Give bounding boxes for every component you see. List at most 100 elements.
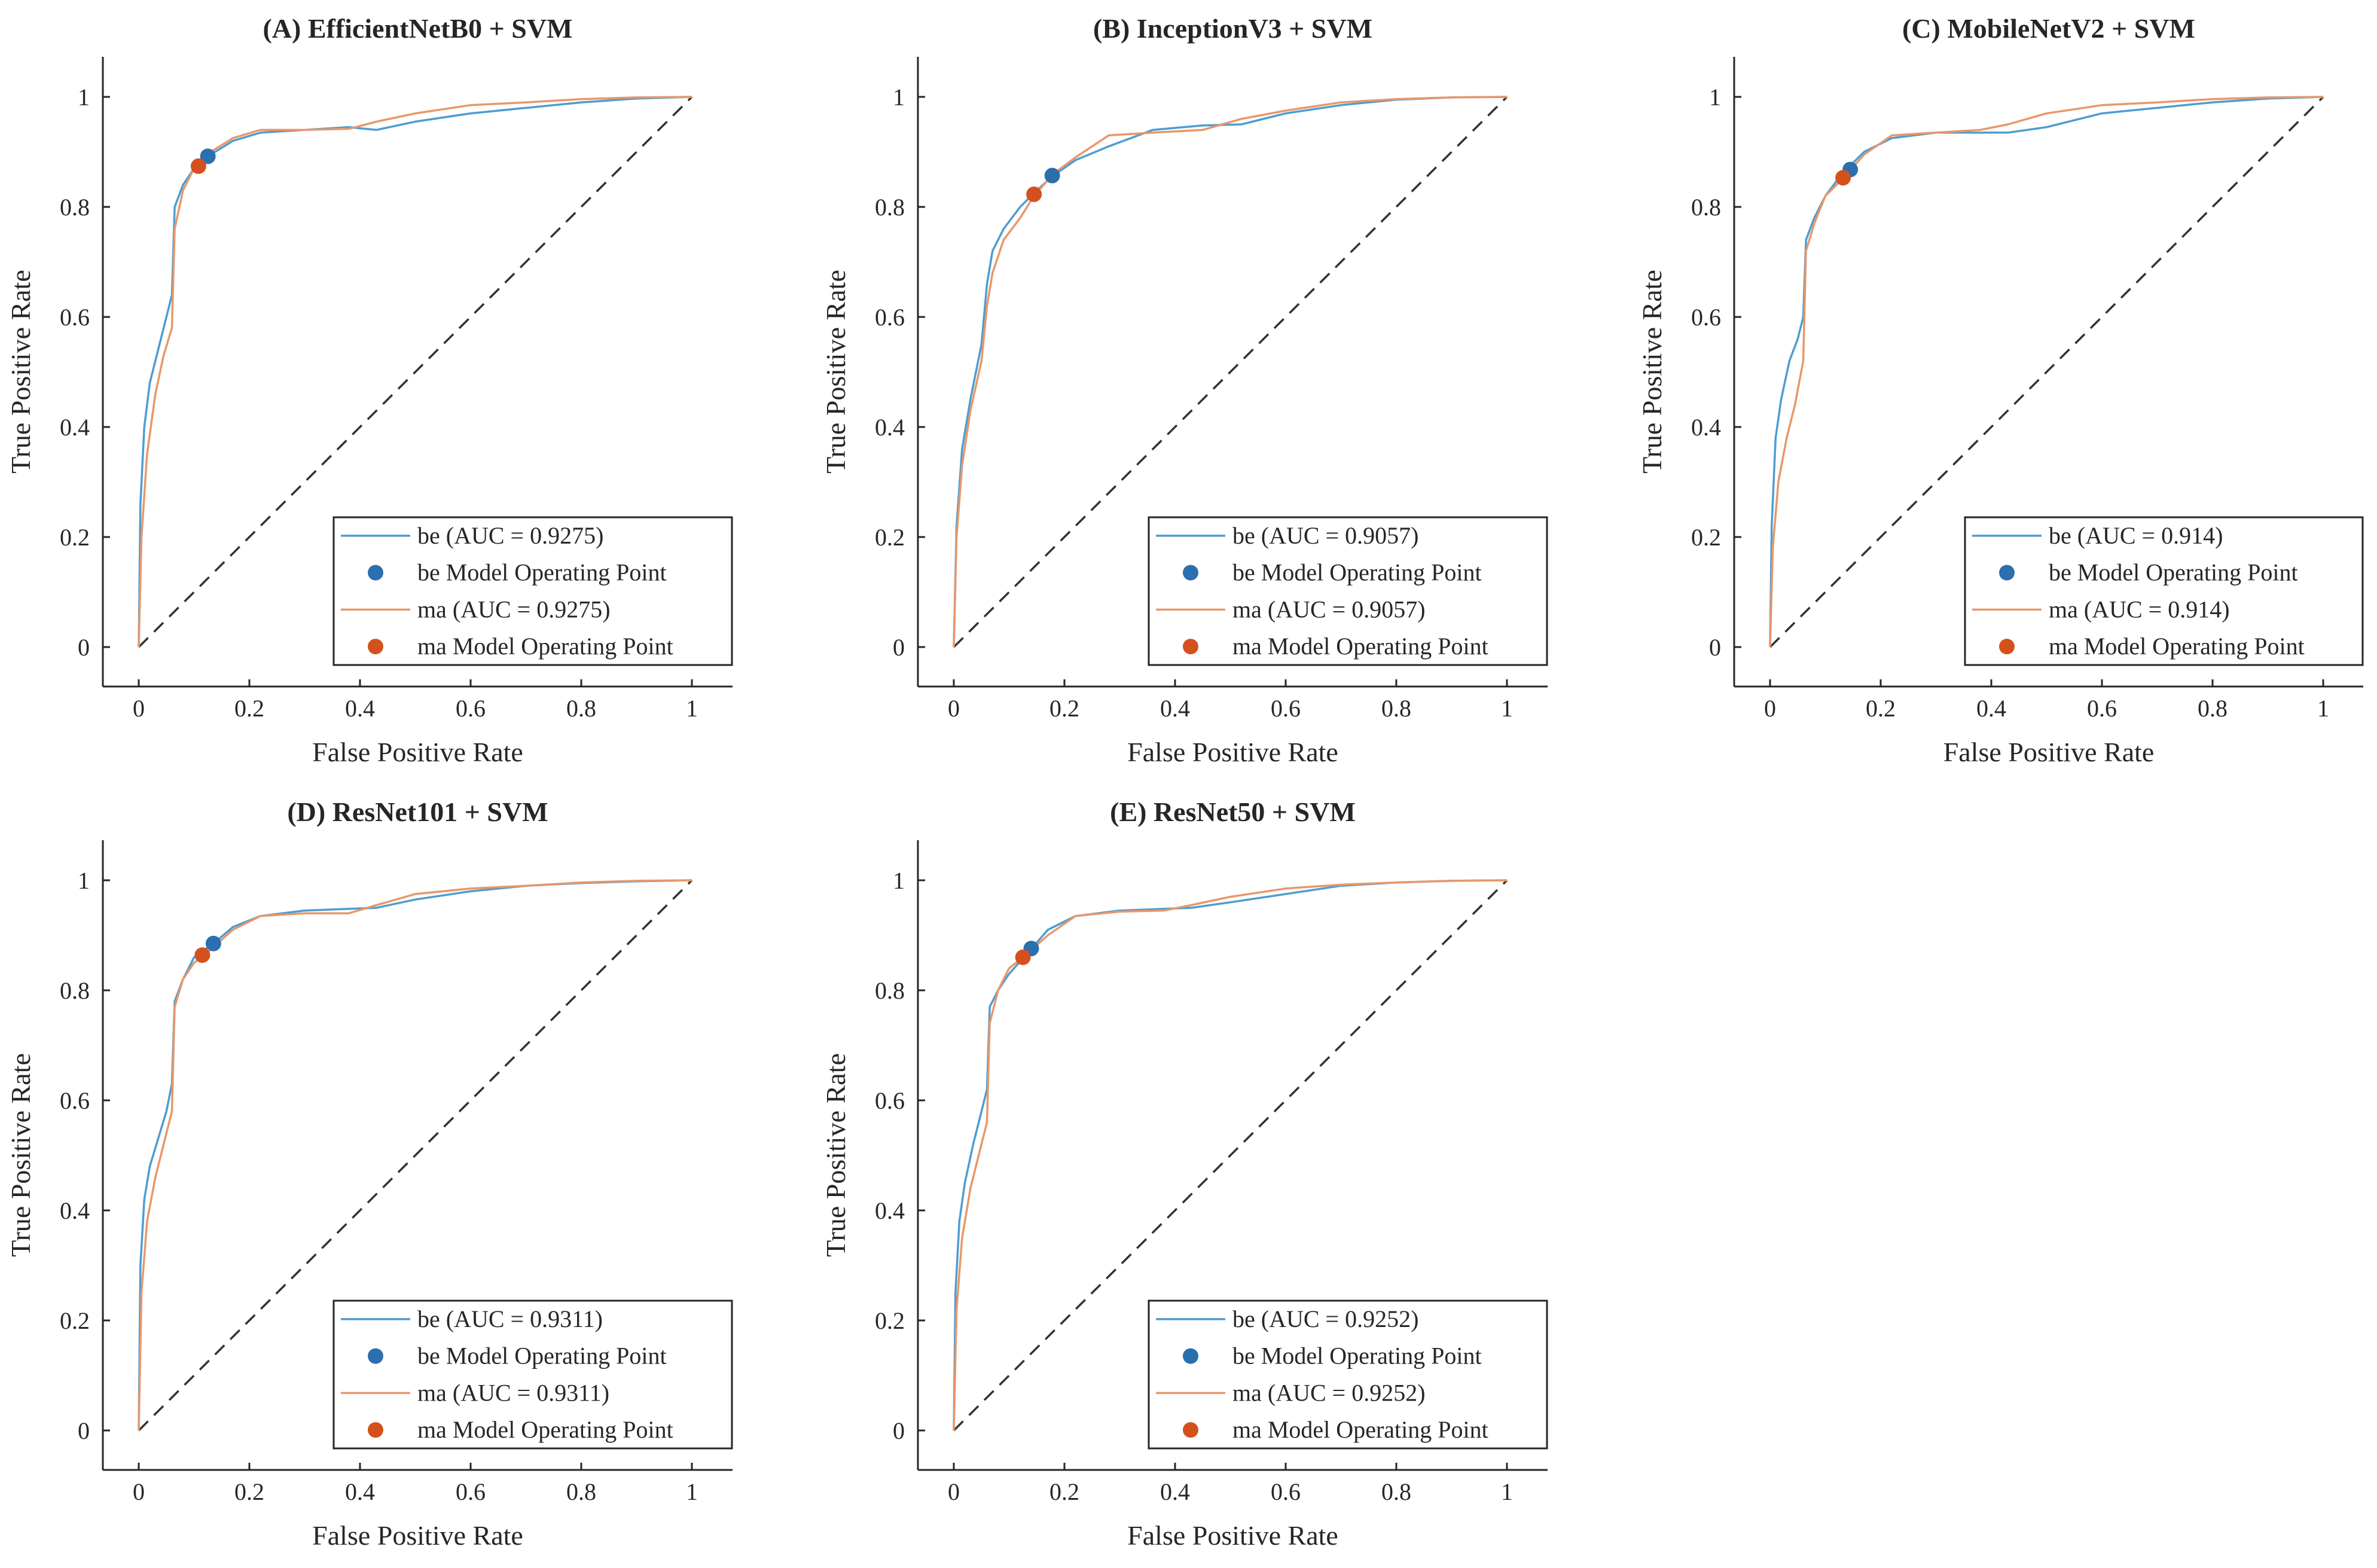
x-tick-label: 0.2 <box>1866 695 1896 722</box>
legend-box <box>1148 1299 1548 1450</box>
panel-title: (C) MobileNetV2 + SVM <box>1902 13 2195 44</box>
legend-box <box>332 516 733 666</box>
y-axis-label: True Positive Rate <box>820 270 851 474</box>
ma-operating-point <box>1015 949 1031 965</box>
x-tick-label: 1 <box>686 1478 698 1505</box>
x-tick-label: 0 <box>133 1478 145 1505</box>
legend-swatch-be-point <box>1183 565 1198 581</box>
legend-entry: be (AUC = 0.914) <box>2049 522 2223 549</box>
chart-panel-e: (E) ResNet50 + SVM 0 0.2 0.4 0.6 0.8 1 0 0.2 0.4 0… <box>820 797 1548 1551</box>
y-tick-label: 0.6 <box>60 304 90 331</box>
x-tick-label: 0.6 <box>2087 695 2117 722</box>
x-tick-label: 0 <box>948 1478 960 1505</box>
ma-operating-point <box>1026 186 1042 202</box>
x-axis-label: False Positive Rate <box>312 1520 523 1551</box>
x-tick-label: 0.8 <box>566 695 596 722</box>
y-tick-label: 0 <box>78 1417 90 1444</box>
panel-title: (A) EfficientNetB0 + SVM <box>263 13 572 44</box>
panel-title: (E) ResNet50 + SVM <box>1110 797 1356 827</box>
chance-diagonal <box>138 879 693 1432</box>
x-tick-label: 0.6 <box>456 1478 486 1505</box>
y-axis-label: True Positive Rate <box>5 1053 36 1257</box>
x-tick-label: 0 <box>1764 695 1776 722</box>
x-tick-label: 0.4 <box>345 695 375 722</box>
panel-title: (B) InceptionV3 + SVM <box>1093 13 1372 44</box>
be-operating-point <box>200 148 216 164</box>
legend-swatch-be-point <box>368 565 383 581</box>
x-tick-label: 0.8 <box>2198 695 2228 722</box>
x-tick-label: 0 <box>948 695 960 722</box>
y-tick-label: 1 <box>78 84 90 111</box>
x-tick-label: 0.4 <box>1976 695 2006 722</box>
legend-entry: ma (AUC = 0.9275) <box>417 596 611 623</box>
legend-entry: be (AUC = 0.9057) <box>1232 522 1418 549</box>
ma-operating-point <box>190 158 206 174</box>
legend-entry: be (AUC = 0.9311) <box>417 1305 603 1332</box>
y-axis-label: True Positive Rate <box>820 1053 851 1257</box>
roc-curve-ma <box>138 96 692 648</box>
roc-curve-be <box>138 879 692 1431</box>
x-tick-label: 0.6 <box>1271 1478 1301 1505</box>
roc-curve-ma <box>953 879 1508 1431</box>
x-tick-label: 0.4 <box>345 1478 375 1505</box>
y-tick-label: 0 <box>893 1417 905 1444</box>
y-tick-label: 0.8 <box>1691 194 1721 221</box>
x-axis-label: False Positive Rate <box>1127 1520 1338 1551</box>
legend-entry: ma (AUC = 0.9252) <box>1232 1379 1426 1406</box>
chart-panel-a: (A) EfficientNetB0 + SVM 0 0.2 0.4 0.6 0.8 1 0 0… <box>5 13 733 767</box>
legend-swatch-ma-point <box>1183 639 1198 655</box>
legend-swatch-ma-point <box>1183 1422 1198 1438</box>
y-tick-label: 0 <box>78 634 90 661</box>
y-tick-label: 1 <box>1709 84 1721 111</box>
y-tick-label: 0.2 <box>60 1307 90 1334</box>
chart-panel-d: (D) ResNet101 + SVM 0 0.2 0.4 0.6 0.8 1 0 0.2 0.4… <box>5 797 733 1551</box>
chance-diagonal <box>953 96 1508 648</box>
legend-box <box>1148 516 1548 666</box>
x-tick-label: 0.6 <box>456 695 486 722</box>
y-tick-label: 1 <box>893 84 905 111</box>
roc-curve-be <box>138 96 692 648</box>
y-tick-label: 0.4 <box>60 414 90 441</box>
chance-diagonal <box>953 879 1508 1432</box>
legend-entry: ma (AUC = 0.9311) <box>417 1379 609 1406</box>
legend-entry: ma (AUC = 0.9057) <box>1232 596 1426 623</box>
legend-box <box>1964 516 2364 666</box>
x-tick-label: 1 <box>1501 695 1513 722</box>
legend-entry: be Model Operating Point <box>2049 559 2298 586</box>
legend-entry: ma Model Operating Point <box>1232 633 1488 660</box>
y-tick-label: 0.4 <box>1691 414 1721 441</box>
x-tick-label: 0.4 <box>1160 1478 1190 1505</box>
y-tick-label: 0.2 <box>60 524 90 551</box>
legend-swatch-ma-point <box>368 1422 383 1438</box>
y-tick-label: 0 <box>1709 634 1721 661</box>
y-axis-label: True Positive Rate <box>5 270 36 474</box>
be-operating-point <box>1044 167 1060 184</box>
legend-box <box>332 1299 733 1450</box>
y-tick-label: 0.4 <box>875 1197 905 1224</box>
legend-entry: be Model Operating Point <box>1232 559 1482 586</box>
y-tick-label: 0.4 <box>875 414 905 441</box>
legend-swatch-ma-point <box>368 639 383 655</box>
x-axis-label: False Positive Rate <box>1127 737 1338 767</box>
legend-swatch-be-point <box>368 1348 383 1364</box>
x-tick-label: 0.8 <box>566 1478 596 1505</box>
legend-swatch-be-point <box>1999 565 2015 581</box>
x-tick-label: 0.4 <box>1160 695 1190 722</box>
chart-panel-c: (C) MobileNetV2 + SVM 0 0.2 0.4 0.6 0.8 1 0 0.2 0… <box>1637 13 2364 767</box>
x-tick-label: 0.2 <box>1049 695 1079 722</box>
x-tick-label: 0.6 <box>1271 695 1301 722</box>
x-tick-label: 0.8 <box>1381 695 1411 722</box>
x-tick-label: 1 <box>1501 1478 1513 1505</box>
be-operating-point <box>205 935 221 951</box>
legend-entry: be (AUC = 0.9275) <box>417 522 603 549</box>
y-tick-label: 0.8 <box>60 977 90 1004</box>
legend-entry: be Model Operating Point <box>1232 1343 1482 1369</box>
legend-entry: ma Model Operating Point <box>2049 633 2305 660</box>
legend-swatch-ma-point <box>1999 639 2015 655</box>
chance-diagonal <box>1769 96 2324 648</box>
x-tick-label: 1 <box>686 695 698 722</box>
x-tick-label: 0.2 <box>1049 1478 1079 1505</box>
y-tick-label: 0.8 <box>875 194 905 221</box>
roc-curve-ma <box>138 879 692 1431</box>
